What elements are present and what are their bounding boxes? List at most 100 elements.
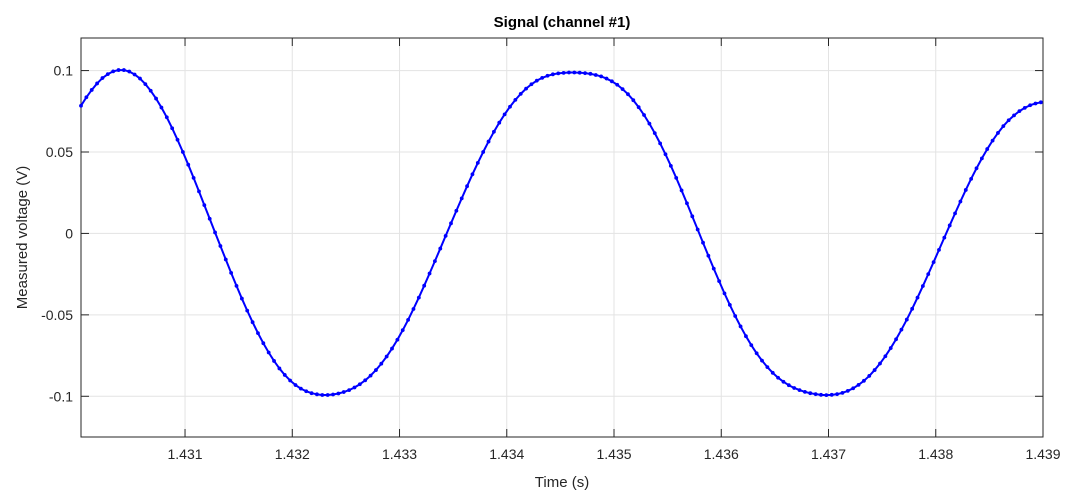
data-point bbox=[245, 308, 250, 313]
data-point bbox=[781, 379, 786, 384]
data-point bbox=[513, 97, 518, 102]
data-point bbox=[379, 361, 384, 366]
data-point bbox=[819, 392, 823, 397]
data-point bbox=[116, 68, 121, 72]
data-point bbox=[792, 386, 797, 390]
data-point bbox=[685, 201, 689, 206]
data-point bbox=[813, 392, 818, 397]
data-point bbox=[899, 327, 904, 332]
data-point bbox=[717, 279, 722, 284]
data-point bbox=[524, 86, 528, 91]
data-point bbox=[567, 70, 571, 75]
data-point bbox=[953, 211, 957, 216]
x-tick-label: 1.435 bbox=[596, 446, 631, 462]
data-point bbox=[668, 163, 673, 168]
data-point bbox=[904, 317, 909, 322]
x-tick-label: 1.437 bbox=[811, 446, 846, 462]
data-point bbox=[803, 389, 807, 394]
data-point bbox=[867, 374, 872, 378]
data-point bbox=[926, 272, 931, 277]
data-point bbox=[690, 214, 695, 219]
data-point bbox=[851, 386, 856, 391]
data-point bbox=[100, 76, 105, 80]
data-point bbox=[293, 383, 298, 387]
data-point bbox=[207, 216, 212, 221]
data-point bbox=[835, 392, 839, 397]
data-point bbox=[336, 391, 341, 396]
data-point bbox=[604, 76, 609, 81]
data-point bbox=[770, 370, 775, 375]
data-point bbox=[894, 337, 898, 342]
data-point bbox=[508, 104, 512, 109]
data-point bbox=[95, 81, 99, 86]
data-point bbox=[631, 98, 636, 103]
data-point bbox=[529, 82, 534, 87]
data-point bbox=[331, 392, 335, 397]
data-point bbox=[347, 388, 352, 392]
data-point bbox=[352, 385, 357, 390]
data-point bbox=[883, 354, 888, 359]
data-point bbox=[599, 74, 604, 79]
data-point bbox=[786, 383, 791, 388]
data-point bbox=[920, 284, 925, 288]
data-point bbox=[422, 283, 427, 288]
data-point bbox=[127, 69, 132, 74]
data-point bbox=[947, 223, 952, 228]
x-tick-label: 1.431 bbox=[168, 446, 203, 462]
data-point bbox=[561, 70, 566, 75]
data-point bbox=[486, 139, 491, 144]
data-point bbox=[695, 227, 700, 232]
data-point bbox=[1038, 100, 1043, 105]
data-point bbox=[593, 73, 598, 77]
y-tick-label: 0 bbox=[65, 225, 73, 241]
data-point bbox=[288, 378, 293, 383]
data-point bbox=[733, 314, 738, 318]
data-point bbox=[111, 69, 116, 74]
data-point bbox=[824, 393, 829, 398]
data-point bbox=[588, 71, 593, 76]
data-point bbox=[363, 378, 368, 383]
data-point bbox=[583, 71, 587, 76]
data-point bbox=[808, 391, 813, 396]
plot-area bbox=[81, 38, 1043, 437]
data-point bbox=[416, 295, 421, 300]
data-point bbox=[658, 141, 663, 146]
data-point bbox=[261, 341, 266, 346]
data-point bbox=[497, 120, 502, 125]
data-point bbox=[320, 393, 325, 397]
data-point bbox=[465, 184, 469, 189]
data-point bbox=[738, 324, 743, 329]
data-point bbox=[556, 71, 561, 76]
data-point bbox=[840, 390, 845, 395]
data-point bbox=[148, 88, 153, 93]
data-point bbox=[374, 368, 378, 372]
data-point bbox=[454, 208, 459, 213]
data-point bbox=[325, 393, 330, 397]
data-point bbox=[862, 378, 866, 383]
y-axis-label: Measured voltage (V) bbox=[14, 166, 31, 309]
data-point bbox=[357, 382, 362, 387]
data-point bbox=[223, 257, 228, 262]
data-point bbox=[282, 373, 287, 377]
data-point bbox=[722, 291, 727, 296]
data-point bbox=[915, 295, 920, 300]
data-point bbox=[197, 189, 201, 194]
x-tick-label: 1.433 bbox=[382, 446, 417, 462]
data-point bbox=[239, 296, 244, 301]
data-point bbox=[626, 92, 630, 97]
data-point bbox=[170, 126, 175, 131]
data-point bbox=[615, 82, 620, 87]
y-tick-label: 0.1 bbox=[54, 63, 74, 79]
data-point bbox=[159, 105, 164, 110]
data-point bbox=[577, 70, 582, 75]
data-point bbox=[298, 386, 303, 391]
data-point bbox=[872, 368, 877, 372]
data-point bbox=[186, 162, 191, 167]
x-tick-label: 1.432 bbox=[275, 446, 310, 462]
data-point bbox=[84, 95, 89, 100]
data-point bbox=[470, 172, 475, 177]
data-point bbox=[1006, 118, 1011, 123]
data-point bbox=[711, 266, 716, 271]
data-point bbox=[395, 337, 400, 342]
data-point bbox=[534, 78, 539, 83]
